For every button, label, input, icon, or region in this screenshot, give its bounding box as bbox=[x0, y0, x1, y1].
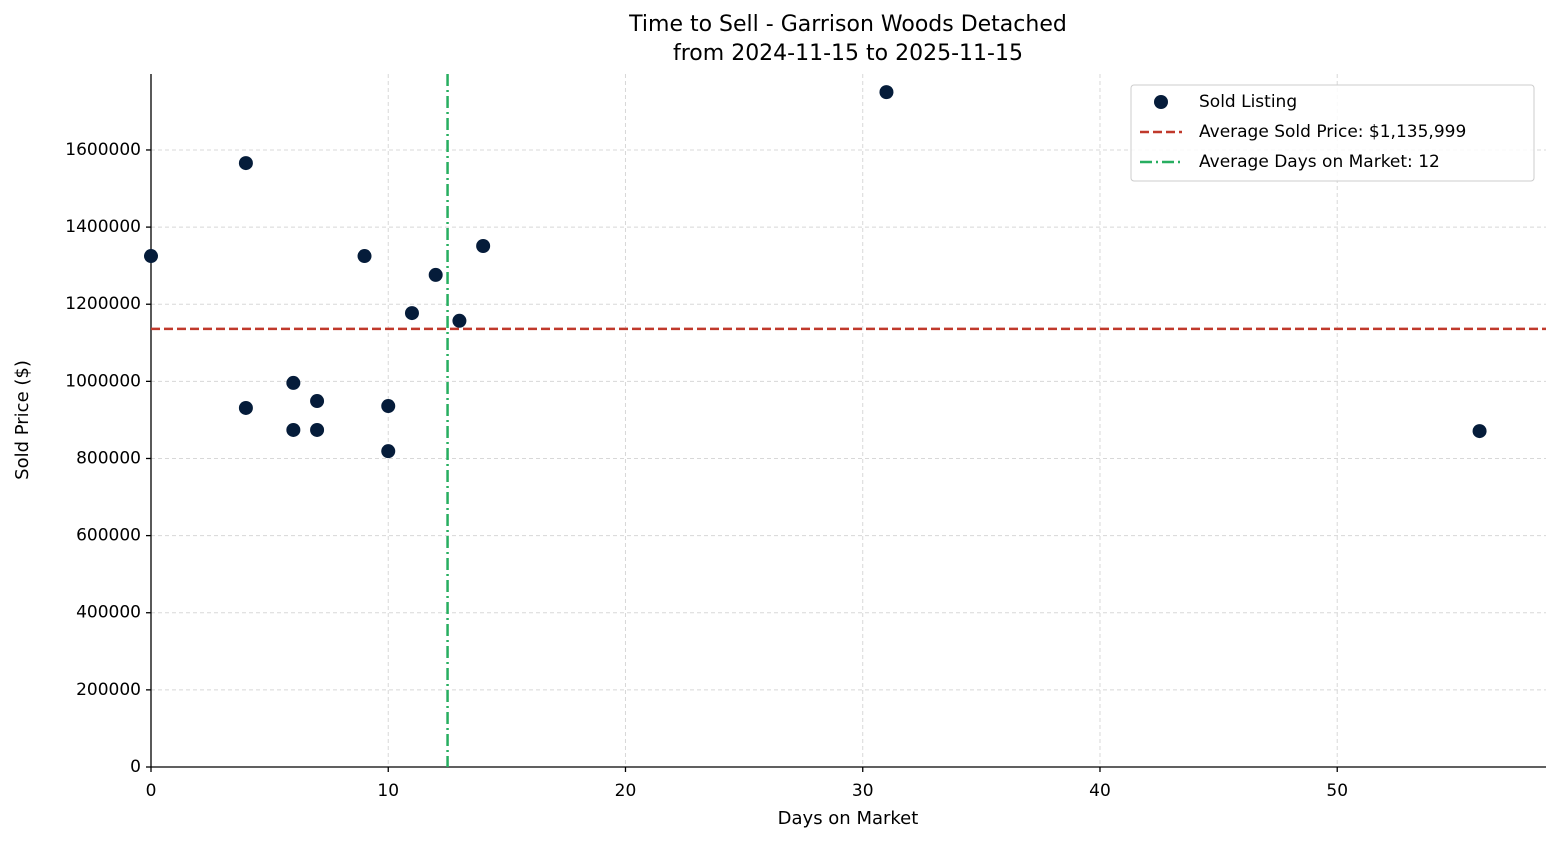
legend-box bbox=[1130, 84, 1535, 182]
point bbox=[144, 249, 158, 264]
x-tick-label: 10 bbox=[377, 781, 399, 801]
y-tick-label: 600000 bbox=[76, 526, 141, 546]
point bbox=[286, 422, 301, 437]
legend-marker bbox=[1154, 95, 1168, 109]
y-axis-label: Sold Price ($) bbox=[12, 360, 33, 480]
y-tick-label: 1400000 bbox=[65, 217, 141, 237]
y-tick-label: 400000 bbox=[76, 603, 141, 623]
point bbox=[357, 249, 372, 264]
legend-label: Average Days on Market: 12 bbox=[1199, 152, 1440, 172]
point bbox=[452, 313, 467, 328]
point bbox=[428, 267, 443, 282]
legend-label: Average Sold Price: $1,135,999 bbox=[1199, 122, 1466, 142]
x-tick-label: 0 bbox=[146, 781, 157, 801]
y-tick-label: 1200000 bbox=[65, 294, 141, 314]
chart-subtitle: from 2024-11-15 to 2025-11-15 bbox=[673, 41, 1023, 66]
point bbox=[381, 399, 396, 414]
y-tick-label: 200000 bbox=[76, 680, 141, 700]
point bbox=[879, 85, 894, 100]
point bbox=[404, 306, 419, 321]
x-axis-label: Days on Market bbox=[778, 808, 919, 829]
point bbox=[381, 444, 396, 459]
y-tick-label: 1600000 bbox=[65, 140, 141, 160]
x-tick-label: 40 bbox=[1089, 781, 1111, 801]
point bbox=[1472, 424, 1487, 439]
y-tick-label: 1000000 bbox=[65, 371, 141, 391]
point bbox=[238, 400, 253, 415]
x-tick-label: 30 bbox=[852, 781, 874, 801]
chart-title: Time to Sell - Garrison Woods Detached bbox=[628, 12, 1067, 37]
y-tick-label: 0 bbox=[130, 757, 141, 777]
y-tick-label: 800000 bbox=[76, 448, 141, 468]
legend-label: Sold Listing bbox=[1199, 92, 1297, 112]
x-tick-label: 20 bbox=[615, 781, 637, 801]
x-tick-label: 50 bbox=[1326, 781, 1348, 801]
point bbox=[286, 375, 301, 390]
point bbox=[310, 422, 325, 437]
point bbox=[310, 394, 325, 409]
point bbox=[476, 238, 491, 253]
point bbox=[238, 156, 253, 171]
